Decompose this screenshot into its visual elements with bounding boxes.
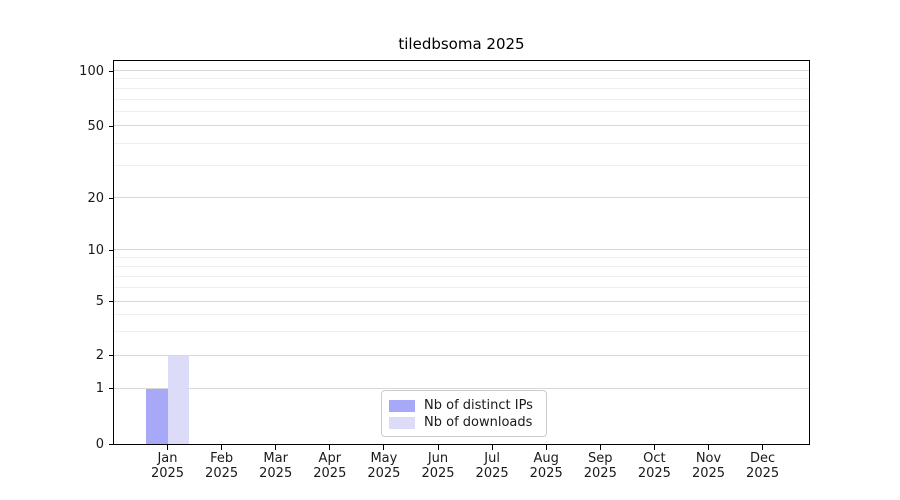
x-tick-label: Sep 2025 (568, 451, 632, 481)
minor-gridline (114, 87, 809, 89)
x-tick-mark (599, 445, 601, 450)
minor-gridline (114, 287, 809, 289)
y-tick-label: 10 (87, 242, 104, 258)
y-tick-label: 100 (79, 63, 104, 79)
minor-gridline (114, 78, 809, 80)
major-gridline (114, 354, 809, 356)
minor-gridline (114, 98, 809, 100)
x-tick-year: 2025 (583, 466, 617, 481)
x-tick-year: 2025 (205, 466, 239, 481)
major-gridline (114, 387, 809, 389)
x-tick-year: 2025 (529, 466, 563, 481)
x-tick-label: May 2025 (352, 451, 416, 481)
y-tick-mark (109, 125, 113, 127)
y-tick-label: 1 (95, 381, 104, 397)
x-tick-month: Aug (533, 451, 559, 466)
legend-label: Nb of distinct IPs (424, 398, 533, 413)
minor-gridline (114, 256, 809, 258)
x-tick-year: 2025 (691, 466, 726, 481)
minor-gridline (114, 330, 809, 332)
minor-gridline (114, 110, 809, 112)
x-tick-mark (275, 445, 277, 450)
x-tick-year: 2025 (421, 466, 455, 481)
legend-box: Nb of distinct IPs Nb of downloads (381, 390, 547, 437)
x-tick-year: 2025 (637, 466, 671, 481)
y-tick-label: 20 (87, 190, 104, 206)
x-tick-month: Feb (210, 451, 234, 466)
minor-gridline (114, 165, 809, 167)
minor-gridline (114, 314, 809, 315)
major-gridline (114, 300, 809, 302)
major-gridline (114, 125, 809, 127)
major-gridline (114, 70, 809, 71)
x-tick-mark (708, 445, 709, 450)
x-tick-month: Jan (157, 451, 178, 466)
x-tick-year: 2025 (746, 466, 780, 481)
x-tick-year: 2025 (313, 466, 347, 481)
y-tick-mark (109, 70, 113, 72)
x-tick-label: Jan 2025 (136, 451, 200, 481)
x-tick-label: Dec 2025 (731, 451, 795, 481)
x-tick-mark (167, 445, 168, 450)
x-tick-label: Aug 2025 (514, 451, 578, 481)
x-tick-mark (545, 445, 547, 450)
x-tick-label: Mar 2025 (244, 451, 308, 481)
legend-entry: Nb of downloads (389, 414, 538, 431)
x-tick-month: Jul (484, 451, 500, 466)
x-tick-label: Nov 2025 (677, 451, 741, 481)
legend-label: Nb of downloads (424, 415, 533, 430)
x-tick-year: 2025 (475, 466, 509, 481)
plot-area: Nb of distinct IPs Nb of downloads (113, 60, 810, 445)
x-tick-label: Jun 2025 (406, 451, 470, 481)
x-tick-mark (653, 445, 655, 450)
x-tick-month: Nov (695, 451, 722, 466)
x-tick-label: Oct 2025 (622, 451, 686, 481)
y-tick-label: 2 (95, 348, 104, 364)
x-tick-label: Apr 2025 (298, 451, 362, 481)
x-tick-year: 2025 (150, 466, 185, 481)
bar-distinct-ips (146, 388, 168, 444)
y-tick-mark (109, 355, 113, 357)
x-tick-month: Mar (263, 451, 288, 466)
x-tick-mark (329, 445, 331, 450)
y-tick-label: 5 (95, 294, 104, 310)
legend-entry: Nb of distinct IPs (389, 397, 538, 414)
y-tick-mark (109, 301, 113, 303)
x-tick-mark (221, 445, 223, 450)
bar-downloads (167, 355, 189, 444)
x-tick-year: 2025 (259, 466, 293, 481)
y-tick-mark (109, 197, 113, 199)
major-gridline (114, 249, 809, 250)
legend-swatch-icon (389, 416, 415, 429)
y-tick-label: 0 (95, 436, 104, 452)
y-tick-mark (109, 249, 113, 251)
x-tick-month: Dec (750, 451, 776, 466)
y-tick-label: 50 (87, 118, 104, 134)
x-tick-mark (383, 445, 385, 450)
minor-gridline (114, 265, 809, 267)
x-tick-month: Oct (643, 451, 666, 466)
x-tick-month: Jun (427, 451, 449, 466)
x-tick-month: Sep (588, 451, 613, 466)
x-tick-mark (762, 445, 764, 450)
minor-gridline (114, 275, 809, 277)
x-tick-mark (491, 445, 493, 450)
major-gridline (114, 197, 809, 199)
x-tick-label: Feb 2025 (190, 451, 254, 481)
x-tick-month: May (370, 451, 398, 466)
y-tick-mark (109, 388, 113, 390)
y-tick-mark (109, 443, 113, 445)
x-tick-year: 2025 (367, 466, 401, 481)
legend-swatch-icon (389, 399, 415, 412)
x-tick-label: Jul 2025 (460, 451, 524, 481)
minor-gridline (114, 142, 809, 144)
x-tick-month: Apr (318, 451, 342, 466)
x-tick-mark (437, 445, 439, 450)
chart-title: tiledbsoma 2025 (398, 35, 525, 53)
